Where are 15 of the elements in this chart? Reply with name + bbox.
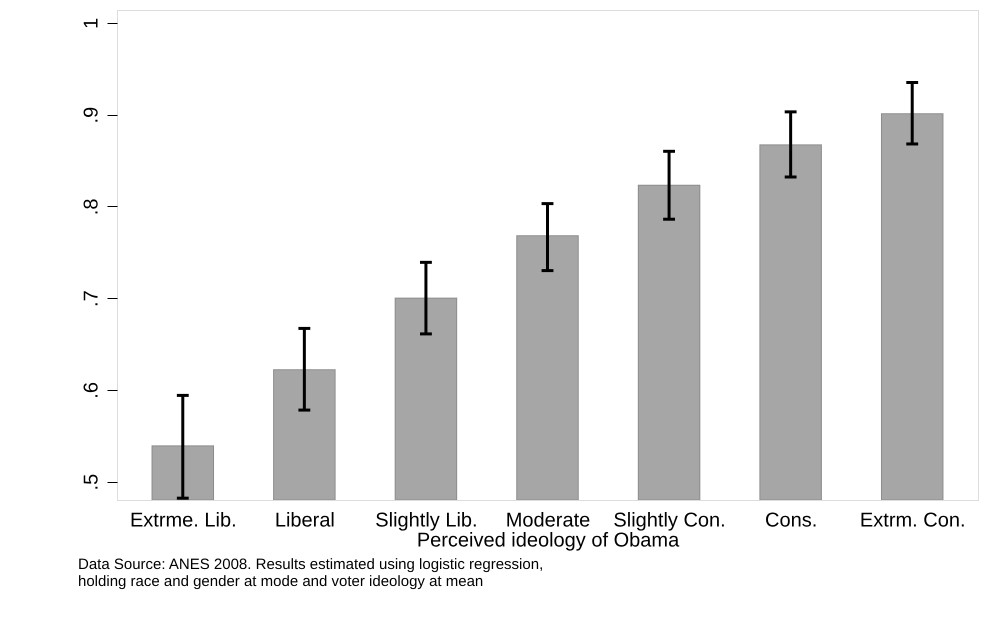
y-tick-label: .5	[80, 474, 102, 490]
source-note: Data Source: ANES 2008. Results estimated using logistic regression, holding race and gender at mode and voter ideology at mean	[78, 556, 544, 590]
x-tick-label: Slightly Con.	[613, 510, 726, 532]
x-tick-label: Liberal	[274, 510, 335, 532]
x-tick-label: Extrm. Con.	[860, 510, 966, 532]
x-axis-title: Perceived ideology of Obama	[416, 530, 680, 552]
y-tick-label: .6	[80, 382, 102, 399]
y-tick-label: .7	[80, 290, 102, 307]
x-tick-label: Cons.	[765, 510, 818, 532]
x-tick-label: Slightly Lib.	[375, 510, 478, 532]
y-tick-label: 1	[80, 18, 102, 29]
x-tick-label: Extrme. Lib.	[130, 510, 237, 532]
x-tick-label: Moderate	[506, 510, 590, 532]
y-tick-label: .8	[80, 198, 102, 216]
y-tick-label: .9	[80, 106, 102, 124]
